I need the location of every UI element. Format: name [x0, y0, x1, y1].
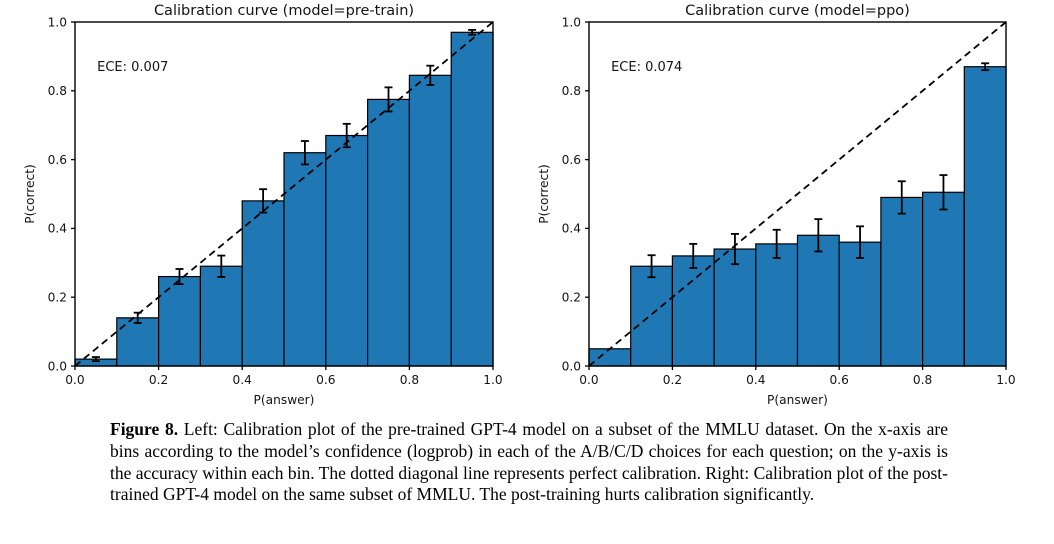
perfect-calibration-line	[74, 21, 494, 367]
ece-annotation: ECE: 0.007	[97, 60, 168, 75]
x-tick-label: 0.0	[579, 373, 598, 387]
histogram-bar	[367, 98, 411, 367]
y-tick-label: 0.6	[562, 153, 581, 167]
histogram-bar	[796, 234, 840, 367]
x-tick-label: 0.8	[400, 373, 419, 387]
y-tick-label: 0.2	[48, 291, 67, 305]
x-tick-label: 0.4	[233, 373, 253, 387]
y-tick-label: 0.0	[48, 359, 67, 373]
histogram-bar	[408, 74, 452, 367]
perfect-calibration-line	[588, 21, 1007, 367]
histogram-bar	[921, 191, 965, 367]
chart-title: Calibration curve (model=pre-train)	[154, 3, 414, 19]
calibration-chart-pretrain: 0.0 0.2 0.4 0.6 0.8 1.0 0.0 0.2 0.4 0.6 0.8 1.0 Cali…	[23, 3, 503, 407]
histogram-bar	[671, 255, 715, 367]
x-tick-label: 0.0	[65, 373, 84, 387]
histogram-bar	[755, 243, 799, 367]
x-tick-label: 0.2	[149, 373, 168, 387]
x-tick-label: 0.6	[830, 373, 849, 387]
calibration-chart-ppo: 0.0 0.2 0.4 0.6 0.8 1.0 0.0 0.2 0.4 0.6 0.8 1.0 Cali…	[537, 3, 1016, 407]
x-tick-label: 0.2	[663, 373, 682, 387]
x-axis-label: P(answer)	[254, 393, 315, 407]
x-tick-label: 1.0	[996, 373, 1015, 387]
histogram-bar	[283, 152, 327, 367]
histogram-bar	[713, 248, 757, 367]
y-tick-label: 0.0	[562, 359, 581, 373]
x-tick-label: 0.8	[913, 373, 932, 387]
plot-frame	[588, 21, 1007, 367]
y-tick-label: 0.6	[48, 153, 67, 167]
y-tick-label: 0.4	[48, 222, 68, 236]
figure-label: Figure 8.	[110, 419, 179, 439]
y-tick-label: 0.8	[48, 84, 67, 98]
y-tick-label: 1.0	[48, 15, 67, 29]
y-tick-label: 0.2	[562, 291, 581, 305]
y-tick-label: 0.8	[562, 84, 581, 98]
histogram-bar	[116, 317, 160, 367]
x-tick-label: 0.6	[316, 373, 335, 387]
x-axis-label: P(answer)	[767, 393, 828, 407]
y-tick-label: 0.4	[562, 222, 582, 236]
histogram-bar	[199, 265, 243, 367]
histogram-bar	[630, 265, 674, 367]
histogram-bar	[963, 66, 1007, 367]
histogram-bar	[325, 134, 369, 367]
figure-caption-text: Left: Calibration plot of the pre-traine…	[110, 419, 948, 505]
chart-title: Calibration curve (model=ppo)	[685, 3, 910, 19]
x-tick-label: 1.0	[483, 373, 502, 387]
histogram-bar	[241, 200, 285, 367]
plot-frame	[74, 21, 494, 367]
histogram-bar	[880, 196, 924, 367]
histogram-bar	[450, 31, 494, 367]
figure-caption: Figure 8. Left: Calibration plot of the …	[110, 419, 948, 506]
y-axis-label: P(correct)	[23, 164, 37, 224]
histogram-bar	[588, 348, 632, 367]
histogram-bar	[838, 241, 882, 367]
histogram-bar	[158, 275, 202, 367]
ece-annotation: ECE: 0.074	[611, 60, 682, 75]
y-tick-label: 1.0	[562, 15, 581, 29]
calibration-charts: 0.0 0.2 0.4 0.6 0.8 1.0 0.0 0.2 0.4 0.6 0.8 1.0 Cali…	[23, 3, 1016, 407]
x-tick-label: 0.4	[746, 373, 766, 387]
y-axis-label: P(correct)	[537, 164, 551, 224]
